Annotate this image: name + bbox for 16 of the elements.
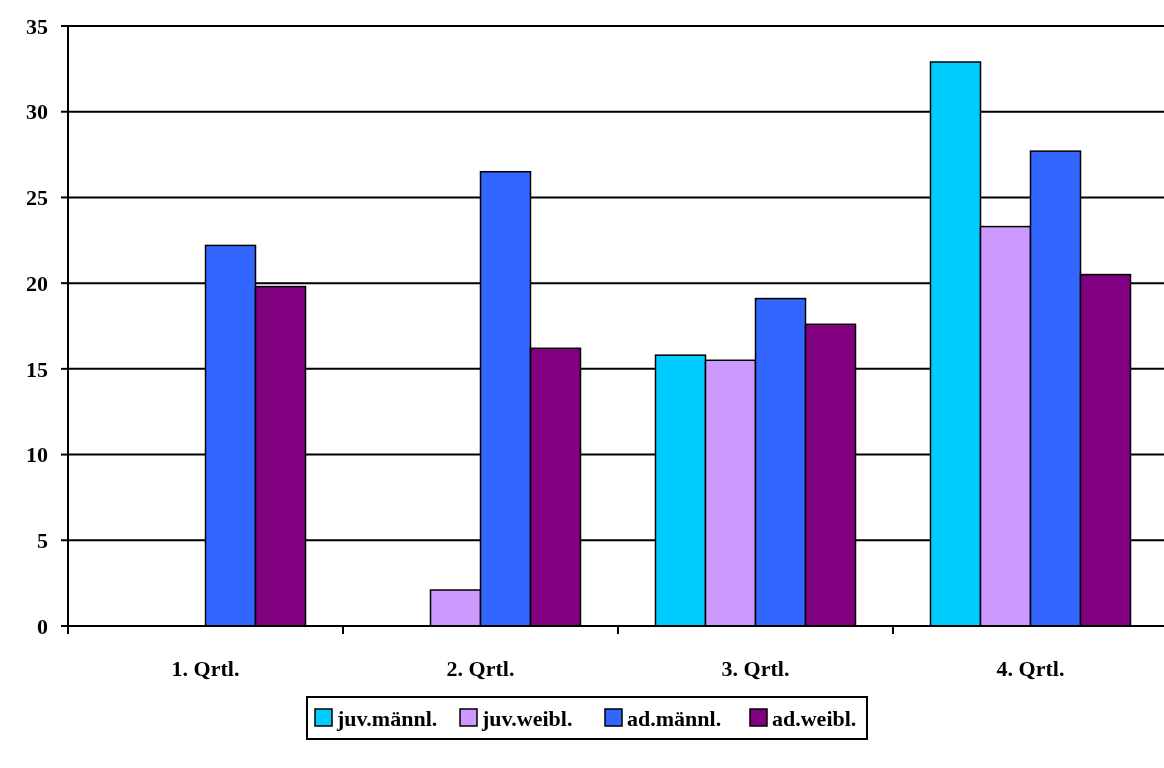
x-tick-label: 1. Qrtl. (171, 656, 240, 681)
y-tick-label: 25 (26, 185, 48, 211)
legend-label: ad.weibl. (772, 706, 857, 731)
legend-label: juv.männl. (336, 706, 438, 731)
y-tick-label: 5 (37, 527, 48, 553)
y-tick-label: 10 (26, 442, 48, 468)
y-tick-label: 20 (26, 270, 48, 296)
legend-label: ad.männl. (627, 706, 722, 731)
x-tick-label: 3. Qrtl. (721, 656, 790, 681)
y-tick-label: 15 (26, 356, 48, 382)
x-tick-label: 4. Qrtl. (996, 656, 1065, 681)
y-tick-label: 0 (37, 613, 48, 639)
x-tick-label: 2. Qrtl. (446, 656, 515, 681)
legend-label: juv.weibl. (481, 706, 573, 731)
y-tick-label: 35 (26, 13, 48, 39)
y-tick-label: 30 (26, 99, 48, 125)
